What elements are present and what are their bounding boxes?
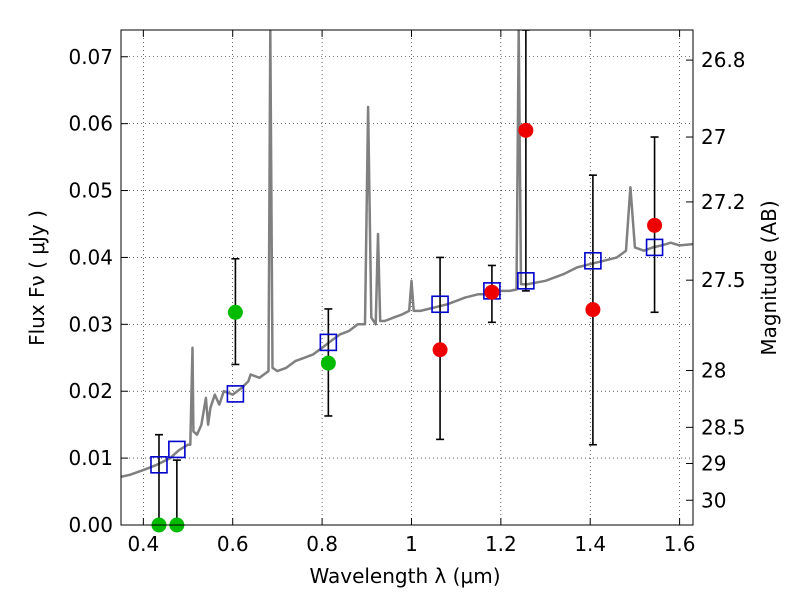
model-bandpass-square — [150, 455, 168, 474]
x-axis-title: Wavelength λ (μm) — [309, 564, 500, 588]
model-bandpass-square — [168, 440, 186, 459]
model-bandpass-square — [645, 238, 664, 257]
observed-point — [227, 304, 243, 320]
x-tick-label: 1.6 — [664, 532, 696, 556]
x-tick-label: 0.8 — [306, 532, 338, 556]
observed-point — [320, 355, 336, 371]
y2-tick-label: 27.2 — [701, 190, 746, 214]
model-bandpass-square — [319, 333, 338, 352]
y2-tick-label: 26.8 — [701, 48, 746, 72]
y-tick-label: 0.00 — [68, 513, 113, 537]
y-tick-label: 0.06 — [68, 112, 113, 136]
observed-points — [151, 122, 663, 533]
observed-point — [518, 122, 534, 138]
observed-point — [647, 217, 663, 233]
y2-tick-label: 28.5 — [701, 415, 746, 439]
x-tick-label: 1 — [405, 532, 418, 556]
model-spectrum-line — [121, 30, 693, 479]
y2-tick-label: 29 — [701, 451, 726, 475]
grid — [121, 30, 693, 526]
y2-axis-title: Magnitude (AB) — [757, 200, 781, 355]
y2-tick-label: 27.5 — [701, 268, 746, 292]
y-tick-label: 0.04 — [68, 245, 113, 269]
y2-tick-label: 28 — [701, 358, 726, 382]
x-tick-label: 0.6 — [217, 532, 249, 556]
model-bandpass-square — [226, 385, 245, 403]
model-bandpass-square — [517, 272, 535, 290]
plot-frame — [120, 29, 694, 526]
y-axis-title: Flux Fν ( μJy ) — [25, 210, 49, 346]
y2-tick-label: 30 — [701, 488, 726, 512]
y-tick-label: 0.03 — [68, 312, 113, 336]
error-bars — [154, 30, 659, 525]
observed-point — [585, 302, 601, 318]
observed-point — [484, 284, 500, 300]
model-bandpass-square — [584, 251, 602, 270]
axis-ticks: 0.4 0.6 0.8 1 1.2 1.4 1.6 0.00 0.01 0.02 0.03 0.04 0… — [68, 30, 746, 556]
y2-tick-label: 27 — [701, 125, 726, 149]
observed-point — [432, 342, 448, 358]
y-tick-label: 0.07 — [68, 45, 113, 69]
x-tick-label: 0.4 — [127, 532, 159, 556]
model-bandpass-points — [150, 238, 664, 474]
x-tick-label: 1.4 — [574, 532, 606, 556]
y-tick-label: 0.01 — [68, 446, 113, 470]
x-tick-label: 1.2 — [485, 532, 517, 556]
y-tick-label: 0.05 — [68, 179, 113, 203]
y-tick-label: 0.02 — [68, 379, 113, 403]
model-spectrum — [121, 30, 693, 479]
model-bandpass-square — [431, 295, 449, 314]
